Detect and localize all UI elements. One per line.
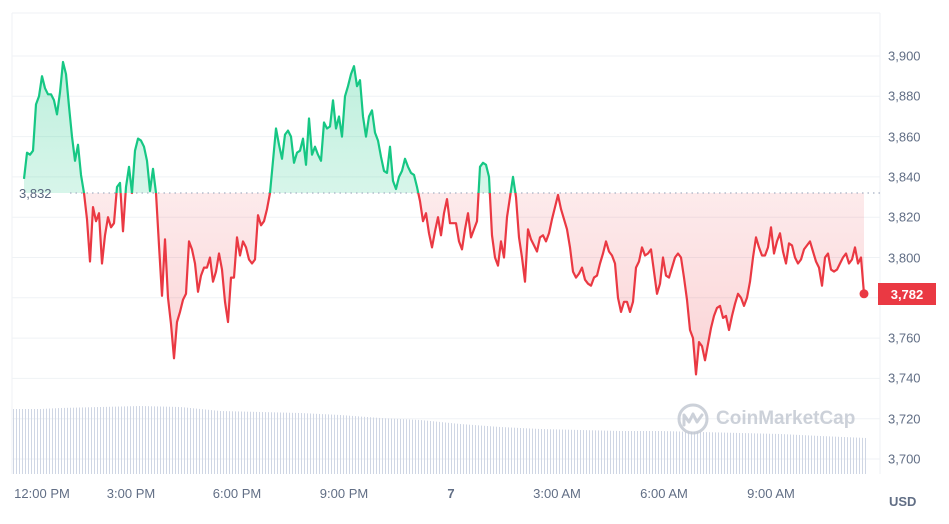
- x-tick-label: 3:00 PM: [106, 486, 156, 501]
- y-tick-label: 3,880: [888, 88, 921, 104]
- current-price-badge: 3,782: [878, 283, 936, 305]
- x-tick-label: 12:00 PM: [14, 486, 70, 501]
- watermark-text: CoinMarketCap: [716, 408, 856, 429]
- current-price-dot: [859, 289, 869, 299]
- x-tick-label: 3:00 AM: [533, 486, 581, 501]
- coinmarketcap-logo-icon: [677, 403, 709, 435]
- currency-label: USD: [889, 494, 917, 509]
- x-tick-label: 7: [447, 486, 455, 501]
- x-tick-label: 9:00 PM: [319, 486, 369, 501]
- y-tick-label: 3,740: [888, 370, 921, 386]
- y-tick-label: 3,720: [888, 411, 921, 427]
- y-tick-label: 3,860: [888, 129, 921, 145]
- y-tick-label: 3,900: [888, 48, 921, 64]
- x-tick-label: 6:00 PM: [212, 486, 262, 501]
- y-tick-label: 3,800: [888, 250, 921, 265]
- coinmarketcap-watermark: CoinMarketCap: [676, 402, 855, 436]
- x-tick-label: 6:00 AM: [640, 486, 688, 501]
- reference-price-label: 3,832: [19, 186, 52, 201]
- y-tick-label: 3,820: [888, 209, 921, 225]
- x-tick-label: 9:00 AM: [747, 486, 795, 501]
- price-line-down: [82, 193, 866, 376]
- gridlines: [12, 55, 880, 460]
- y-tick-label: 3,840: [888, 169, 921, 185]
- area-fill-below-reference: [84, 193, 864, 375]
- y-tick-label: 3,700: [888, 451, 921, 467]
- y-tick-label: 3,760: [888, 330, 921, 346]
- volume-bars: [13, 406, 866, 474]
